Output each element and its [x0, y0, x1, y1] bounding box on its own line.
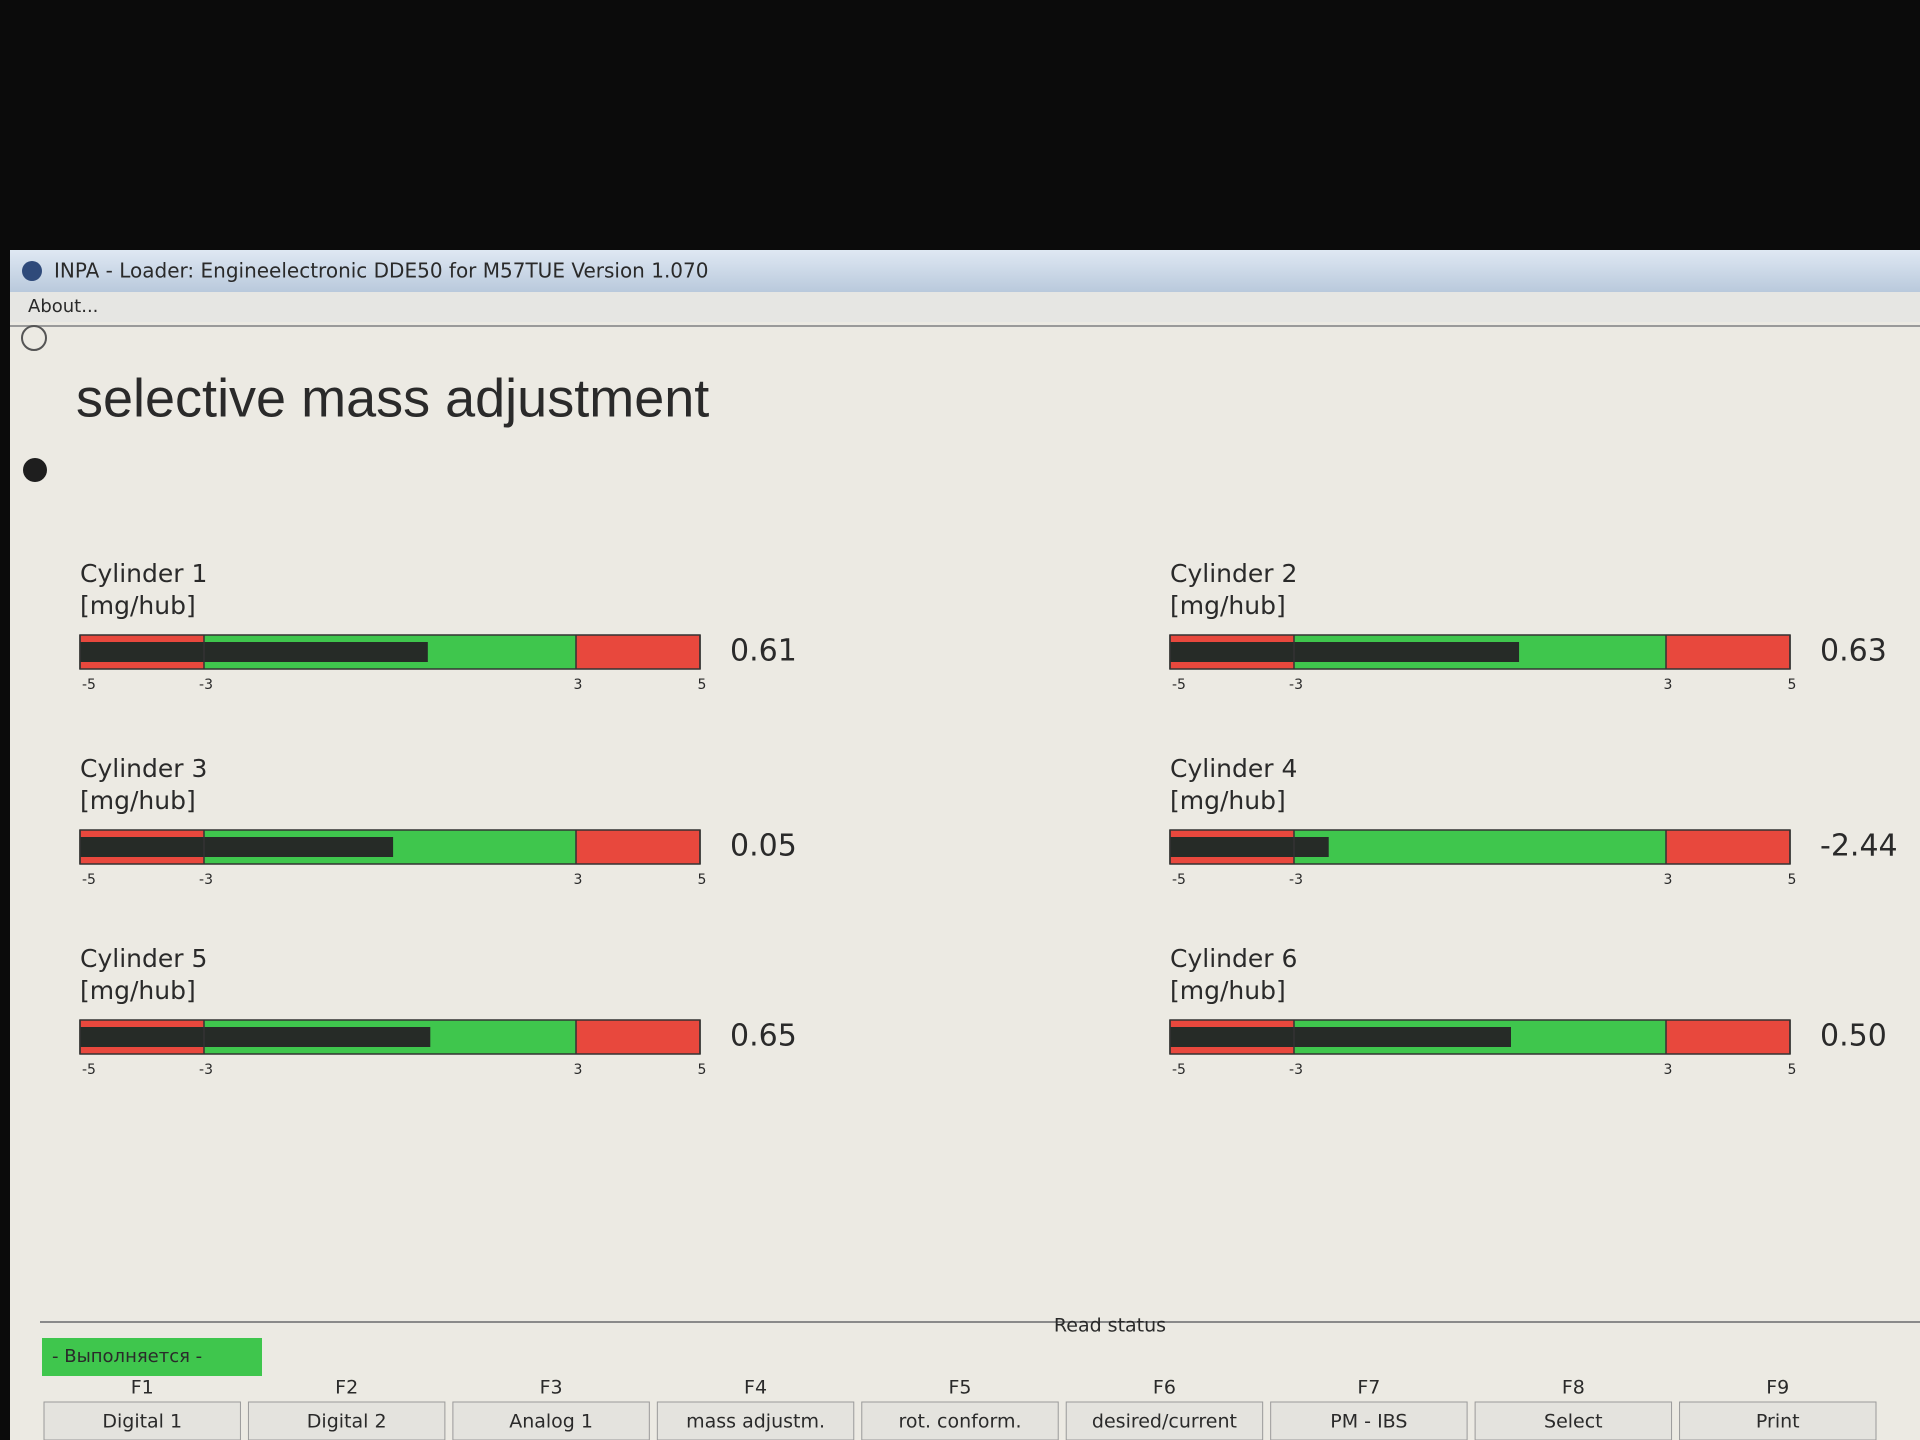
gauge-bar — [1170, 642, 1520, 662]
function-key[interactable] — [1679, 1401, 1877, 1440]
gauge-unit: [mg/hub] — [1170, 976, 1286, 1005]
gauge-tick-label: 5 — [1788, 872, 1797, 888]
gauge-bar — [1170, 837, 1329, 857]
gauge-bar — [1170, 1027, 1511, 1047]
function-key-label: Print — [1756, 1411, 1800, 1433]
gauge-value: 0.50 — [1820, 1019, 1887, 1054]
function-key-label: PM - IBS — [1330, 1411, 1407, 1433]
function-key-name: F2 — [335, 1377, 358, 1399]
gauge-label: Cylinder 3 — [80, 754, 207, 783]
function-key-label: Digital 1 — [102, 1411, 182, 1433]
function-key-name: F5 — [948, 1377, 971, 1399]
gauge-unit: [mg/hub] — [1170, 591, 1286, 620]
status-box — [42, 1338, 262, 1376]
menu-bar — [10, 292, 1920, 322]
gauge-tick-label: -3 — [1289, 677, 1303, 693]
gauge-bar — [80, 1027, 431, 1047]
function-key-name: F4 — [744, 1377, 767, 1399]
gauge-label: Cylinder 5 — [80, 944, 207, 973]
gauge-unit: [mg/hub] — [80, 976, 196, 1005]
gauge-label: Cylinder 4 — [1170, 754, 1297, 783]
gauge-tick-label: 3 — [1664, 872, 1673, 888]
gauge-zone — [576, 1020, 700, 1054]
function-key[interactable] — [1474, 1401, 1673, 1440]
gauge-bar — [80, 837, 394, 857]
gauge-tick-label: 3 — [574, 1062, 583, 1078]
gauge-tick-label: -5 — [82, 872, 96, 888]
gauge-label: Cylinder 1 — [80, 559, 207, 588]
gauge-tick-label: 5 — [698, 677, 707, 693]
gauge-zone — [1294, 830, 1666, 864]
gauge-unit: [mg/hub] — [80, 591, 196, 620]
function-key-label: Digital 2 — [307, 1411, 387, 1433]
function-key-label: Select — [1544, 1411, 1603, 1433]
gauge-value: 0.65 — [730, 1019, 797, 1054]
function-key-label: rot. conform. — [899, 1411, 1022, 1433]
function-key-name: F6 — [1153, 1377, 1176, 1399]
radio-empty — [21, 325, 47, 351]
function-key[interactable] — [43, 1401, 241, 1440]
function-key[interactable] — [452, 1401, 650, 1440]
gauge-tick-label: 3 — [1664, 1062, 1673, 1078]
gauge-value: 0.61 — [730, 634, 797, 669]
gauge-zone — [1666, 635, 1790, 669]
function-key-name: F8 — [1562, 1377, 1585, 1399]
gauge-zone — [1666, 830, 1790, 864]
gauge-unit: [mg/hub] — [1170, 786, 1286, 815]
gauge-tick-label: -5 — [1172, 872, 1186, 888]
function-key-name: F9 — [1766, 1377, 1789, 1399]
function-key-label: mass adjustm. — [686, 1411, 825, 1433]
window-title: INPA - Loader: Engineelectronic DDE50 fo… — [54, 259, 708, 283]
gauge-tick-label: 5 — [1788, 1062, 1797, 1078]
gauge-tick-label: -3 — [199, 677, 213, 693]
gauge-tick-label: 3 — [574, 872, 583, 888]
gauge-tick-label: 5 — [698, 1062, 707, 1078]
function-key-label: Analog 1 — [509, 1411, 593, 1433]
status-running: - Выполняется - — [52, 1346, 202, 1367]
radio-filled — [23, 458, 47, 482]
gauge-zone — [1666, 1020, 1790, 1054]
function-key-label: desired/current — [1092, 1411, 1237, 1433]
gauge-value: -2.44 — [1820, 829, 1898, 864]
bezel — [0, 0, 1920, 250]
gauge-tick-label: -5 — [82, 677, 96, 693]
gauge-tick-label: 3 — [1664, 677, 1673, 693]
gauge-bar — [80, 642, 428, 662]
gauge-tick-label: 3 — [574, 677, 583, 693]
gauge-value: 0.05 — [730, 829, 797, 864]
function-key[interactable] — [247, 1401, 446, 1440]
gauge-tick-label: -3 — [1289, 872, 1303, 888]
function-key-name: F3 — [540, 1377, 563, 1399]
gauge-tick-label: 5 — [1788, 677, 1797, 693]
heading: selective mass adjustment — [76, 368, 709, 428]
gauge-tick-label: 5 — [698, 872, 707, 888]
function-key[interactable] — [1270, 1401, 1468, 1440]
gauge-value: 0.63 — [1820, 634, 1887, 669]
function-key-name: F1 — [131, 1377, 154, 1399]
gauge-tick-label: -3 — [1289, 1062, 1303, 1078]
function-keys: F1 Digital 1 F2 Digital 2 F3 Analog 1 F4 mass a… — [43, 1377, 1877, 1440]
gauge-unit: [mg/hub] — [80, 786, 196, 815]
gauge-tick-label: -5 — [1172, 1062, 1186, 1078]
gauge-zone — [576, 635, 700, 669]
gauge-zone — [576, 830, 700, 864]
gauge-tick-label: -5 — [1172, 677, 1186, 693]
gauge-tick-label: -3 — [199, 872, 213, 888]
gauge-label: Cylinder 6 — [1170, 944, 1297, 973]
function-key[interactable] — [861, 1401, 1059, 1440]
gauges: Cylinder 1 [mg/hub] -5 -3 3 5 0.61 Cylinder 2 [m… — [79, 559, 1898, 1078]
function-key[interactable] — [1065, 1401, 1264, 1440]
menu-item[interactable]: About... — [28, 296, 98, 317]
app-icon — [22, 261, 42, 281]
function-key[interactable] — [656, 1401, 855, 1440]
status-caption: Read status — [1054, 1315, 1166, 1337]
gauge-label: Cylinder 2 — [1170, 559, 1297, 588]
title-bar — [10, 250, 1920, 292]
function-key-name: F7 — [1357, 1377, 1380, 1399]
gauge-tick-label: -3 — [199, 1062, 213, 1078]
gauge-tick-label: -5 — [82, 1062, 96, 1078]
